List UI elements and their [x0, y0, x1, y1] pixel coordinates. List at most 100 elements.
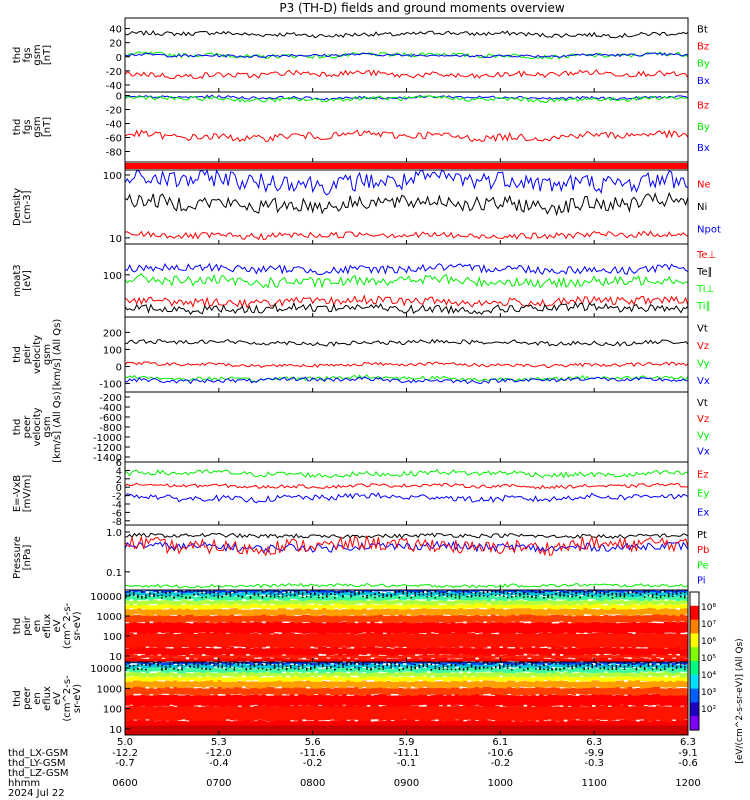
spectrogram-cell	[474, 673, 480, 678]
spectrogram-cell	[531, 608, 536, 615]
spectrogram-cell	[414, 694, 419, 706]
spectrogram-cell	[458, 655, 464, 659]
spectrogram-cell	[241, 662, 247, 664]
spectrogram-cell	[382, 672, 387, 678]
spectrogram-cell	[599, 632, 604, 648]
y-tick-label: -20	[106, 67, 122, 78]
spectrogram-cell	[406, 592, 411, 596]
spectrogram-cell	[225, 657, 230, 662]
spectrogram-cell	[374, 666, 376, 668]
spectrogram-cell	[145, 664, 147, 666]
spectrogram-cell	[193, 676, 198, 682]
spectrogram-cell	[466, 725, 472, 735]
spectrogram-cell	[257, 664, 260, 666]
spectrogram-cell	[651, 680, 657, 687]
spectrogram-cell	[285, 667, 291, 673]
spectrogram-cell	[527, 725, 532, 735]
spectrogram-cell	[157, 725, 162, 735]
spectrogram-cell	[342, 693, 347, 705]
spectrogram-cell	[587, 595, 589, 597]
spectrogram-cell	[141, 609, 146, 617]
spectrogram-cell	[301, 663, 304, 666]
spectrogram-cell	[233, 667, 239, 672]
spectrogram-cell	[535, 695, 540, 707]
spectrogram-cell	[446, 672, 452, 677]
spectrogram-cell	[125, 593, 130, 597]
spectrogram-cell	[450, 601, 456, 606]
spectrogram-cell	[133, 592, 135, 595]
spectrogram-cell	[503, 590, 505, 593]
spectrogram-cell	[619, 633, 625, 648]
spectrogram-cell	[350, 632, 355, 647]
spectrogram-cell	[482, 667, 488, 672]
spectrogram-cell	[583, 591, 585, 593]
spectrogram-cell	[482, 719, 488, 728]
spectrogram-cell	[334, 677, 339, 682]
spectrogram-cell	[366, 600, 371, 605]
spectrogram-cell	[535, 609, 540, 616]
spectrogram-cell	[595, 680, 600, 687]
spectrogram-cell	[277, 680, 283, 687]
spectrogram-cell	[655, 693, 661, 705]
spectrogram-cell	[643, 590, 649, 593]
footer-row-label: thd_LZ-GSM	[8, 768, 69, 779]
spectrogram-cell	[249, 603, 255, 608]
spectrogram-cell	[414, 592, 416, 594]
spectrogram-cell	[177, 590, 182, 593]
spectrogram-cell	[193, 594, 195, 596]
spectrogram-cell	[458, 662, 461, 664]
spectrogram-cell	[503, 600, 508, 606]
y-axis-label: en	[32, 692, 43, 705]
spectrogram-cell	[310, 662, 315, 666]
spectrogram-cell	[342, 672, 347, 678]
spectrogram-cell	[221, 666, 223, 668]
spectrogram-cell	[177, 614, 182, 622]
spectrogram-cell	[643, 676, 649, 681]
spectrogram-cell	[474, 666, 477, 668]
spectrogram-cell	[462, 664, 468, 669]
spectrogram-cell	[330, 705, 335, 720]
spectrogram-cell	[257, 653, 263, 658]
spectrogram-cell	[201, 662, 203, 665]
spectrogram-cell	[599, 705, 604, 720]
spectrogram-cell	[684, 658, 689, 662]
spectrogram-cell	[193, 694, 198, 706]
spectrogram-cell	[482, 676, 488, 681]
spectrogram-cell	[611, 592, 614, 595]
spectrogram-cell	[575, 633, 580, 649]
spectrogram-cell	[406, 622, 411, 634]
spectrogram-cell	[245, 676, 251, 681]
spectrogram-cell	[269, 615, 275, 624]
spectrogram-cell	[326, 615, 331, 623]
spectrogram-cell	[378, 706, 383, 721]
spectrogram-cell	[527, 695, 532, 707]
spectrogram-cell	[370, 653, 375, 658]
spectrogram-cell	[667, 592, 670, 595]
spectrogram-cell	[301, 681, 307, 688]
spectrogram-cell	[269, 725, 275, 735]
spectrogram-cell	[414, 608, 419, 616]
spectrogram-cell	[655, 686, 661, 694]
spectrogram-cell	[655, 593, 658, 596]
spectrogram-cell	[571, 647, 576, 655]
spectrogram-cell	[330, 648, 335, 656]
y-axis-label: E=-VxB	[12, 475, 23, 512]
spectrogram-cell	[181, 665, 186, 669]
spectrogram-cell	[515, 676, 520, 682]
spectrogram-cell	[434, 681, 440, 688]
spectrogram-cell	[145, 688, 150, 696]
spectrogram-cell	[523, 662, 525, 665]
spectrogram-cell	[378, 663, 383, 668]
spectrogram-cell	[671, 591, 677, 596]
spectrogram-cell	[374, 667, 379, 673]
spectrogram-cell	[651, 593, 654, 596]
spectrogram-cell	[450, 615, 456, 623]
spectrogram-cell	[563, 608, 568, 615]
spectrogram-cell	[253, 599, 259, 604]
spectrogram-cell	[647, 725, 653, 735]
spectrogram-cell	[663, 694, 669, 706]
spectrogram-cell	[631, 668, 637, 673]
spectrogram-cell	[189, 633, 194, 648]
spectrogram-cell	[157, 663, 159, 665]
spectrogram-cell	[241, 596, 244, 599]
